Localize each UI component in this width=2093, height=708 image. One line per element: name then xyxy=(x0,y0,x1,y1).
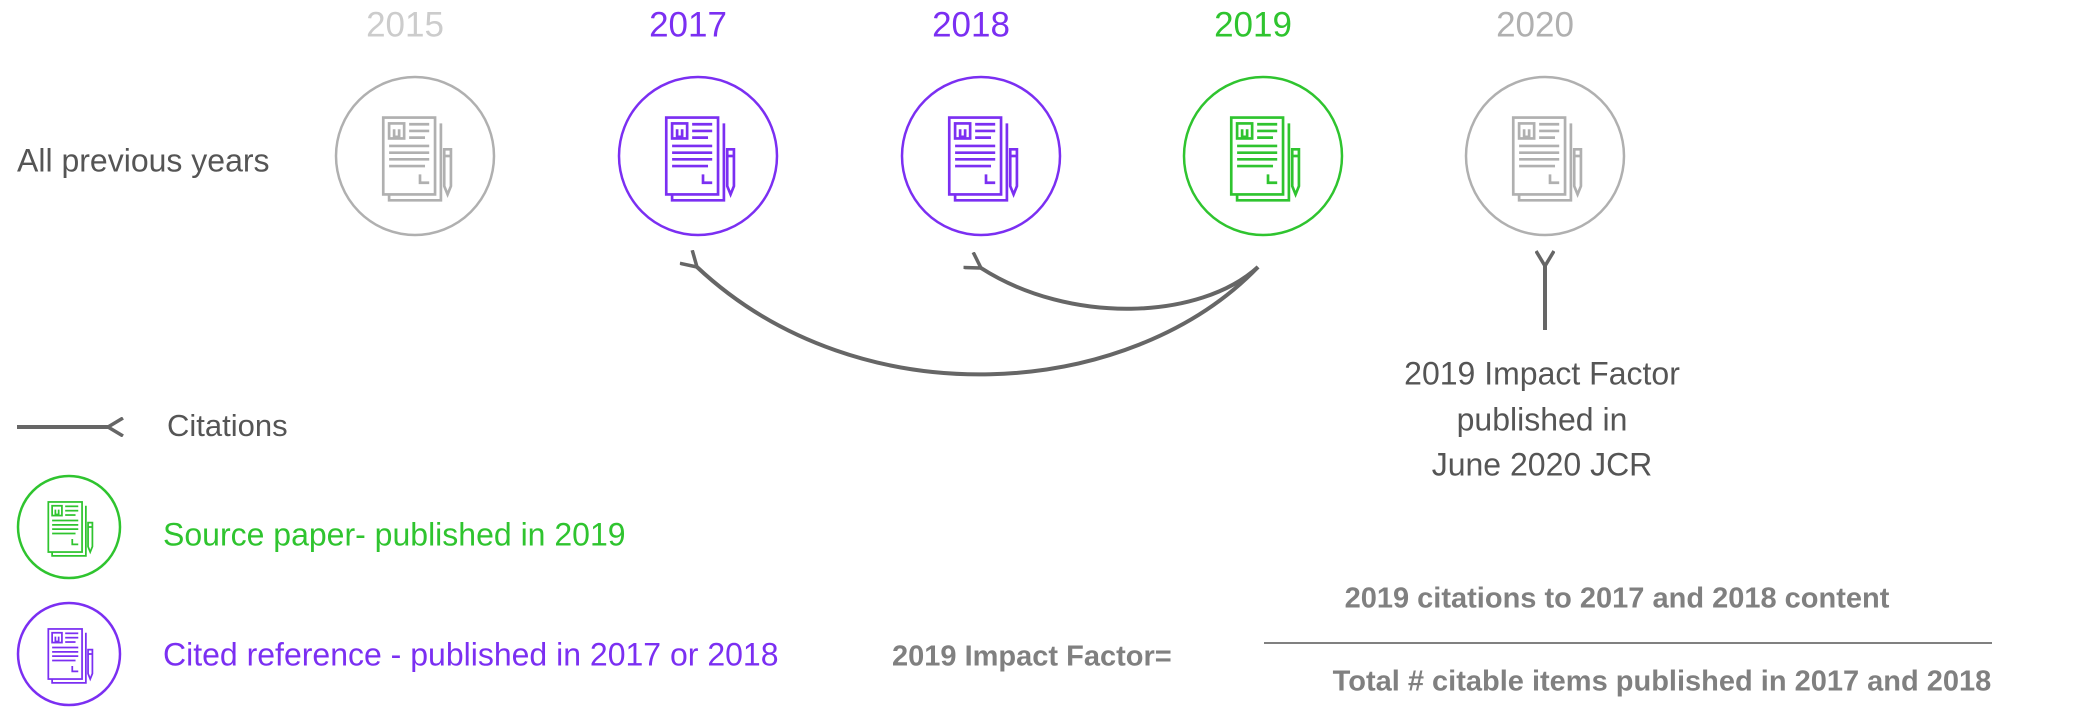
formula-label: 2019 Impact Factor= xyxy=(892,641,1172,673)
note-line: June 2020 JCR xyxy=(1432,446,1653,482)
year-doc xyxy=(664,116,736,202)
citation-arrow xyxy=(697,267,1260,377)
legend-source-icon xyxy=(16,474,122,580)
formula-denominator: Total # citable items published in 2017 … xyxy=(1333,666,1992,698)
citation-arrow xyxy=(981,267,1260,311)
year-ring xyxy=(334,75,496,237)
formula: 2019 Impact Factor= 2019 citations to 20… xyxy=(892,583,1992,698)
note: 2019 Impact Factor published in June 202… xyxy=(1404,355,1680,482)
legend-source-doc xyxy=(47,501,94,557)
year-ring xyxy=(617,75,779,237)
legend-cited-doc xyxy=(47,628,94,684)
year-label: 2017 xyxy=(649,5,727,44)
year-doc xyxy=(1229,116,1301,202)
note-line: 2019 Impact Factor xyxy=(1404,355,1680,391)
year-ring xyxy=(1182,75,1344,237)
year-label: 2018 xyxy=(932,5,1010,44)
year-doc xyxy=(947,116,1019,202)
year-doc xyxy=(1511,116,1583,202)
year-doc xyxy=(381,116,453,202)
year-label: 2019 xyxy=(1214,5,1292,44)
legend-cited-icon xyxy=(16,601,122,707)
citation-arrows xyxy=(17,266,1545,427)
year-ring xyxy=(1464,75,1626,237)
note-line: published in xyxy=(1457,401,1628,437)
year-label: 2020 xyxy=(1496,5,1574,44)
formula-numerator: 2019 citations to 2017 and 2018 content xyxy=(1345,583,1890,615)
row-label: All previous years xyxy=(17,142,270,178)
legend-citations: Citations xyxy=(167,408,288,443)
legend-source-label: Source paper- published in 2019 xyxy=(163,516,626,552)
year-ring xyxy=(900,75,1062,237)
year-label: 2015 xyxy=(366,5,444,44)
legend-cited-label: Cited reference - published in 2017 or 2… xyxy=(163,636,779,672)
